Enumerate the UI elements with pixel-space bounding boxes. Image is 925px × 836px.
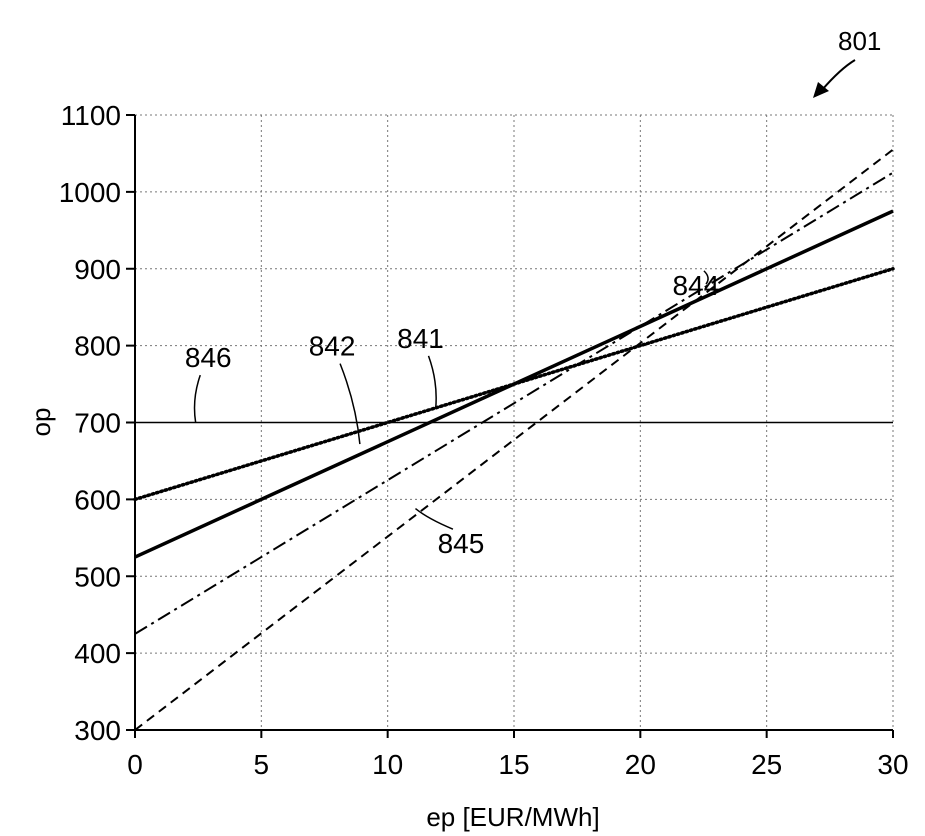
x-tick-label: 10 (372, 749, 403, 780)
annotation-label-844: 844 (673, 270, 720, 301)
y-tick-label: 1100 (61, 100, 121, 131)
x-tick-label: 30 (877, 749, 908, 780)
x-tick-label: 20 (625, 749, 656, 780)
x-tick-label: 15 (498, 749, 529, 780)
x-tick-label: 0 (127, 749, 143, 780)
y-tick-label: 400 (74, 638, 121, 669)
y-tick-label: 600 (74, 484, 121, 515)
axes (126, 115, 893, 738)
x-tick-label: 25 (751, 749, 782, 780)
annotation-leader-841 (429, 356, 437, 409)
y-tick-label: 900 (74, 254, 121, 285)
x-axis-label: ep [EUR/MWh] (426, 802, 599, 832)
annotation-leader-845 (415, 509, 452, 530)
x-tick-label: 5 (254, 749, 270, 780)
figure-label: 801 (838, 26, 881, 56)
annotation-label-845: 845 (438, 528, 485, 559)
tick-labels: 0 5 10 15 20 25 30 300 400 500 600 700 800 900 1000 110… (59, 100, 909, 780)
annotation-label-842: 842 (309, 331, 356, 362)
y-tick-label: 300 (74, 715, 121, 746)
annotation-leader-846 (195, 375, 201, 422)
annotation-label-846: 846 (185, 342, 232, 373)
annotations: 846 842 841 844 845 (185, 270, 719, 559)
y-tick-label: 500 (74, 561, 121, 592)
y-tick-label: 800 (74, 331, 121, 362)
figure-pointer-arrow (822, 60, 855, 90)
annotation-label-841: 841 (397, 323, 444, 354)
y-axis-label: op (26, 408, 56, 437)
y-tick-label: 700 (74, 408, 121, 439)
y-tick-label: 1000 (59, 177, 121, 208)
